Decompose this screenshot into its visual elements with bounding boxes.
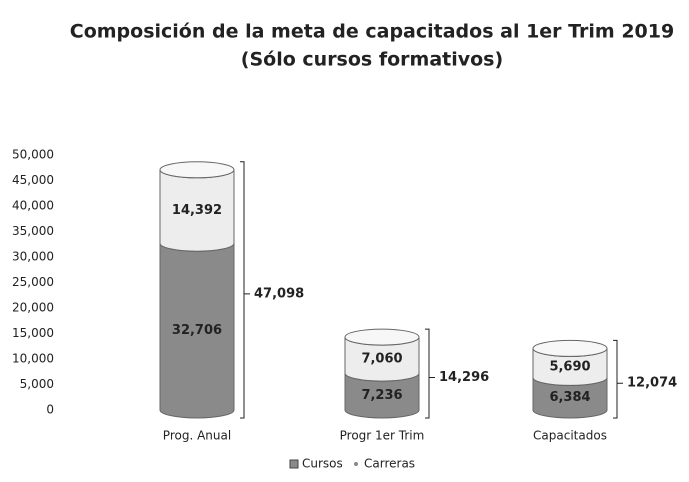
chart-subtitle: (Sólo cursos formativos) [241, 49, 503, 71]
data-label: 7,060 [361, 352, 402, 367]
cylinder-top [344, 328, 420, 346]
y-tick-label: 40,000 [12, 199, 54, 213]
y-tick-label: 50,000 [12, 148, 54, 162]
y-tick-label: 25,000 [12, 275, 54, 289]
cylinder-top [532, 339, 608, 357]
data-label: 14,392 [172, 203, 222, 218]
total-bracket [240, 161, 250, 419]
x-tick-label: Capacitados [533, 429, 607, 443]
y-tick-label: 15,000 [12, 326, 54, 340]
data-label: 5,690 [549, 359, 590, 374]
y-tick-label: 20,000 [12, 301, 54, 315]
legend-swatch [289, 459, 299, 469]
total-label: 14,296 [439, 370, 489, 385]
chart-title: Composición de la meta de capacitados al… [70, 21, 674, 43]
total-bracket [613, 339, 623, 419]
y-tick-label: 5,000 [20, 377, 54, 391]
data-label: 7,236 [361, 388, 402, 403]
total-bracket [425, 328, 435, 419]
y-tick-label: 10,000 [12, 352, 54, 366]
y-tick-label: 0 [46, 403, 54, 417]
legend-label: Carreras [364, 457, 415, 471]
legend-label: Cursos [302, 457, 343, 471]
cylinder-top [159, 161, 235, 179]
y-tick-label: 45,000 [12, 173, 54, 187]
data-label: 6,384 [549, 390, 590, 405]
total-label: 12,074 [627, 376, 677, 391]
x-tick-label: Progr 1er Trim [340, 429, 425, 443]
x-tick-label: Prog. Anual [163, 429, 231, 443]
y-tick-label: 35,000 [12, 224, 54, 238]
data-label: 32,706 [172, 323, 222, 338]
legend-swatch [354, 462, 358, 466]
y-tick-label: 30,000 [12, 250, 54, 264]
total-label: 47,098 [254, 286, 304, 301]
